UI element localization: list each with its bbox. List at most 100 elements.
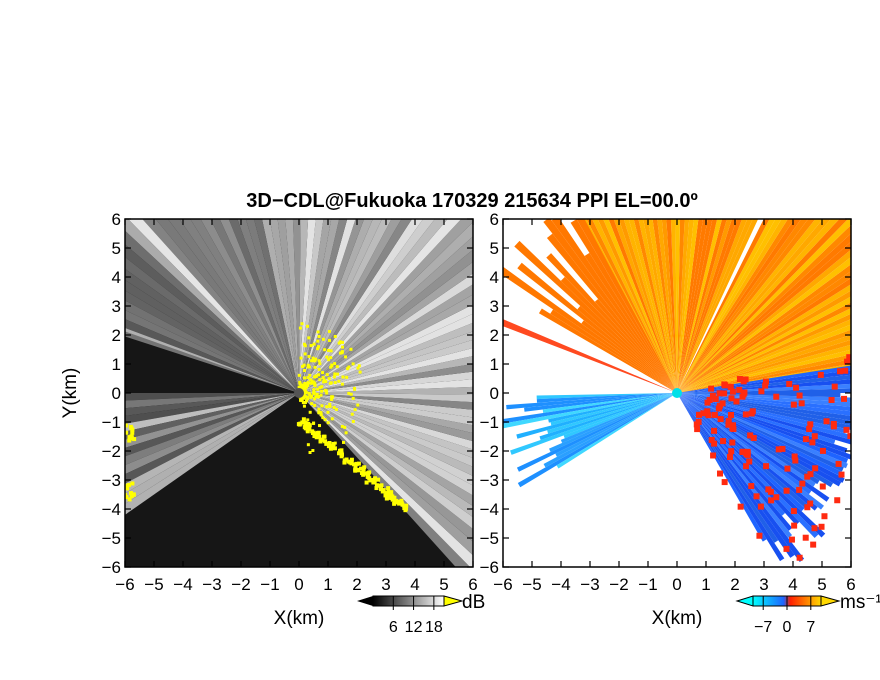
- velocity-receding-cell: [721, 382, 728, 389]
- snr-high-cell: [306, 376, 310, 380]
- snr-high-cell: [333, 372, 337, 376]
- snr-beam-wedge: [125, 319, 299, 393]
- snr-high-cell: [316, 373, 320, 377]
- velocity-approaching-wedge: [556, 393, 677, 469]
- snr-high-cell: [328, 444, 333, 449]
- y-tick-label: 6: [490, 210, 499, 229]
- snr-high-cell: [302, 376, 306, 380]
- snr-high-cell: [298, 380, 302, 384]
- snr-beam-wedge: [285, 219, 299, 393]
- velocity-receding-cell: [835, 460, 842, 467]
- velocity-receding-cell: [844, 358, 851, 365]
- snr-beam-wedge: [292, 219, 301, 393]
- snr-high-cell: [317, 395, 321, 399]
- velocity-receding-cell: [725, 421, 732, 428]
- snr-high-cell: [351, 420, 355, 424]
- snr-high-cell: [351, 396, 355, 400]
- velocity-receding-cell: [709, 392, 716, 399]
- x-tick-label: −6: [493, 575, 512, 594]
- snr-beam-wedge: [125, 393, 299, 409]
- velocity-receding-wedge: [677, 233, 851, 393]
- velocity-receding-cell: [717, 416, 724, 423]
- snr-high-cell: [301, 385, 305, 389]
- snr-high-cell: [306, 363, 310, 367]
- snr-beam-wedge: [125, 393, 299, 448]
- snr-high-cell: [316, 339, 320, 343]
- snr-high-cell: [308, 410, 312, 414]
- snr-high-cell: [374, 486, 379, 491]
- snr-high-cell: [323, 348, 327, 352]
- snr-high-cell: [303, 424, 308, 429]
- snr-high-cell: [315, 392, 319, 396]
- velocity-receding-cell: [728, 395, 735, 402]
- velocity-receding-wedge: [628, 219, 677, 393]
- snr-high-cell: [300, 322, 304, 326]
- velocity-receding-wedge: [677, 219, 708, 393]
- snr-high-cell: [125, 492, 128, 497]
- snr-high-cell: [338, 351, 342, 355]
- snr-high-cell: [404, 506, 409, 511]
- snr-beam-wedge: [155, 219, 299, 393]
- snr-beam-wedge: [299, 393, 473, 467]
- velocity-receding-cell: [743, 463, 750, 470]
- velocity-receding-cell: [704, 399, 711, 406]
- velocity-receding-cell: [730, 425, 737, 432]
- snr-high-cell: [364, 480, 369, 485]
- snr-high-cell: [307, 354, 311, 358]
- figure-title: 3D−CDL@Fukuoka 170329 215634 PPI EL=00.0…: [246, 190, 698, 212]
- snr-high-cell: [317, 434, 322, 439]
- snr-streak: [125, 327, 299, 393]
- snr-high-cell: [302, 369, 306, 373]
- snr-beam-wedge: [299, 393, 473, 567]
- velocity-receding-cell: [854, 448, 860, 454]
- snr-high-cell: [301, 417, 306, 422]
- snr-high-cell: [329, 349, 333, 353]
- snr-high-cell: [340, 345, 344, 349]
- y-tick-label: 5: [112, 239, 121, 258]
- y-tick-label: −5: [480, 529, 499, 548]
- velocity-receding-cell: [847, 433, 851, 440]
- x-tick-label: 5: [817, 575, 826, 594]
- snr-beam-wedge: [299, 379, 473, 393]
- velocity-receding-cell: [719, 400, 726, 407]
- velocity-receding-cell: [729, 439, 736, 446]
- velocity-receding-cell: [846, 354, 851, 361]
- snr-beam-wedge: [299, 393, 473, 459]
- velocity-receding-cell: [767, 488, 774, 495]
- snr-high-cell: [356, 403, 360, 407]
- velocity-receding-wedge: [623, 219, 677, 393]
- snr-high-cell: [366, 474, 371, 479]
- velocity-receding-cell: [730, 422, 737, 429]
- velocity-approaching-wedge: [510, 393, 677, 455]
- snr-high-cell: [326, 410, 330, 414]
- snr-high-cell: [318, 386, 322, 390]
- snr-high-cell: [330, 364, 334, 368]
- velocity-receding-cell: [711, 411, 718, 418]
- velocity-receding-cell: [843, 426, 850, 433]
- snr-high-cell: [323, 418, 327, 422]
- snr-high-cell: [314, 395, 318, 399]
- velocity-receding-cell: [834, 497, 841, 504]
- colorbar-tick-label: 7: [806, 619, 815, 636]
- snr-high-cell: [333, 362, 337, 366]
- velocity-approaching-wedge: [677, 393, 851, 430]
- x-tick-label: −1: [260, 575, 279, 594]
- colorbar-tick-label: 12: [405, 619, 423, 636]
- snr-high-cell: [404, 503, 409, 508]
- snr-high-cell: [300, 383, 304, 387]
- velocity-receding-cell: [746, 458, 753, 465]
- snr-beam-wedge: [299, 393, 473, 403]
- velocity-approaching-wedge: [517, 393, 677, 488]
- snr-high-cell: [321, 371, 325, 375]
- snr-high-cell: [130, 427, 135, 432]
- snr-high-cell: [344, 355, 348, 359]
- snr-high-cell: [323, 388, 327, 392]
- velocity-receding-cell: [736, 376, 743, 383]
- snr-high-cell: [337, 451, 342, 456]
- velocity-receding-wedge: [677, 324, 851, 393]
- velocity-approaching-wedge: [563, 393, 677, 439]
- snr-beam-wedge: [299, 219, 473, 393]
- snr-high-cell: [310, 431, 315, 436]
- snr-high-cell: [326, 421, 330, 425]
